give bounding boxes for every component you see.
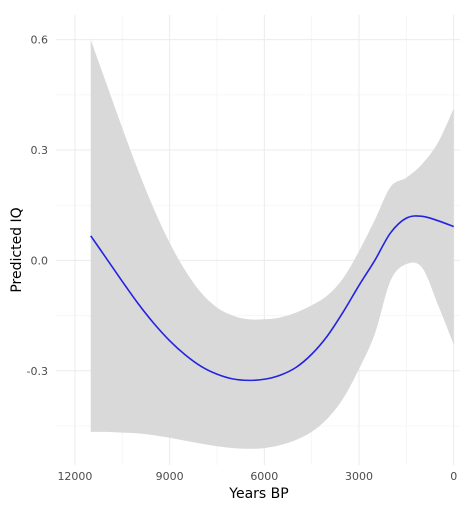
x-tick-label: 0 [450, 470, 457, 483]
y-tick-label: 0.0 [31, 254, 49, 267]
x-tick-label: 12000 [57, 470, 92, 483]
confidence-band-layer [90, 39, 454, 449]
axis-ticks: 12000 9000 6000 3000 0 0.6 0.3 0.0 -0.3 [27, 34, 458, 483]
trend-line-layer [90, 215, 454, 382]
y-tick-label: -0.3 [27, 365, 48, 378]
x-tick-label: 3000 [345, 470, 373, 483]
y-axis-title: Predicted IQ [9, 207, 25, 292]
confidence-band [90, 39, 454, 449]
x-axis-title: Years BP [228, 486, 288, 502]
y-tick-label: 0.3 [31, 144, 49, 157]
predicted-iq-line [90, 215, 454, 382]
y-tick-label: 0.6 [31, 34, 49, 47]
x-tick-label: 6000 [250, 470, 278, 483]
x-tick-label: 9000 [156, 470, 184, 483]
